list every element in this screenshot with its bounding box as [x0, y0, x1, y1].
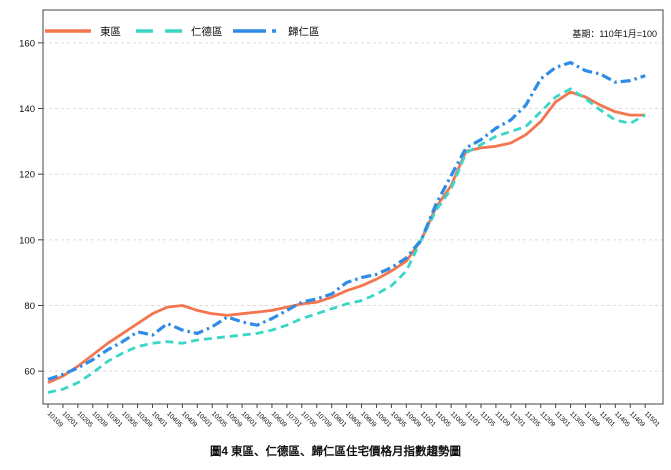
x-tick-label: 11105	[479, 410, 497, 428]
x-tick-label: 10501	[195, 410, 213, 428]
x-tick-label: 10309	[135, 410, 153, 428]
x-tick-label: 10809	[359, 410, 377, 428]
trend-line-chart: 6080100120140160101091020110205102091030…	[19, 9, 664, 429]
x-tick-label: 11001	[419, 410, 437, 428]
x-tick-label: 10201	[61, 410, 79, 428]
y-tick-label: 120	[19, 170, 35, 181]
x-tick-label: 11205	[523, 410, 541, 428]
x-tick-label: 11309	[583, 410, 601, 428]
x-tick-label: 10905	[389, 410, 407, 428]
x-tick-label: 10509	[225, 410, 243, 428]
series-line-0	[47, 90, 646, 384]
x-tick-label: 10505	[210, 410, 228, 428]
x-tick-label: 11009	[449, 410, 467, 428]
x-tick-label: 10405	[165, 410, 183, 428]
x-tick-label: 11501	[643, 410, 661, 428]
x-tick-label: 10705	[299, 410, 317, 428]
x-tick-label: 10209	[90, 410, 108, 428]
x-tick-label: 10409	[180, 410, 198, 428]
x-tick-label: 11305	[568, 410, 586, 428]
x-tick-label: 10909	[404, 410, 422, 428]
x-tick-label: 10601	[240, 410, 258, 428]
y-tick-label: 80	[24, 301, 35, 312]
x-tick-label: 11405	[613, 410, 631, 428]
y-tick-label: 100	[19, 235, 35, 246]
x-tick-label: 10609	[270, 410, 288, 428]
x-tick-label: 10301	[105, 410, 123, 428]
x-tick-label: 10401	[150, 410, 168, 428]
x-tick-label: 11401	[598, 410, 616, 428]
x-tick-label: 10109	[46, 410, 64, 428]
x-tick-label: 11101	[464, 410, 482, 428]
chart-caption: 圖4 東區、仁德區、歸仁區住宅價格月指數趨勢圖	[209, 446, 462, 458]
x-tick-label: 11301	[553, 410, 571, 428]
plot-border	[42, 9, 664, 405]
base-period-note: 基期：110年1月=100	[572, 29, 657, 39]
series-line-2	[47, 60, 646, 381]
x-tick-label: 11409	[628, 410, 646, 428]
x-tick-label: 10305	[120, 410, 138, 428]
series-line-1	[47, 87, 646, 394]
y-tick-label: 60	[24, 367, 35, 378]
x-tick-label: 11005	[434, 410, 452, 428]
x-tick-label: 11201	[508, 410, 526, 428]
x-tick-label: 10801	[329, 410, 347, 428]
y-tick-label: 160	[19, 38, 35, 49]
x-tick-label: 10205	[75, 410, 93, 428]
x-tick-label: 11209	[538, 410, 556, 428]
y-tick-label: 140	[19, 104, 35, 115]
x-tick-label: 11109	[493, 410, 511, 428]
